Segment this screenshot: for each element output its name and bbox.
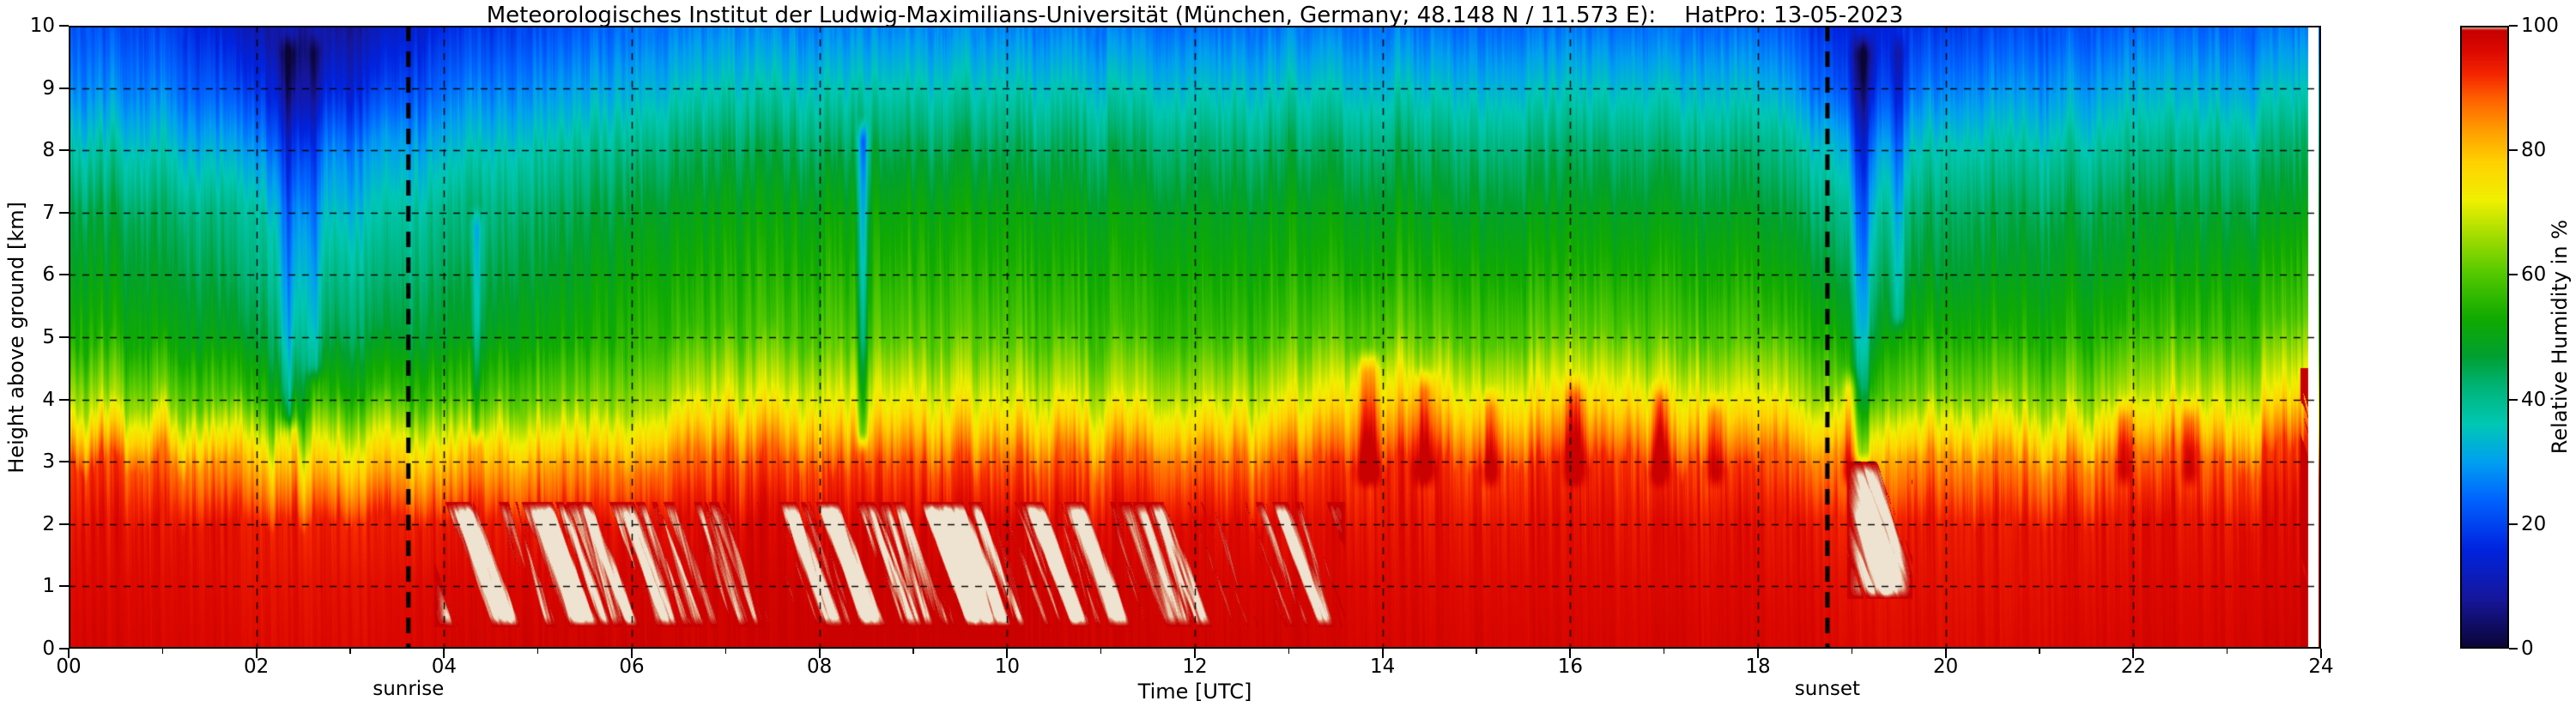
- x-tick-label: 12: [1182, 656, 1208, 678]
- colorbar-tick-label: 40: [2521, 388, 2547, 411]
- colorbar-tick-label: 0: [2521, 638, 2534, 660]
- colorbar-tick-label: 80: [2521, 139, 2547, 162]
- y-tick-mark: [59, 25, 69, 27]
- x-minor-tick-mark: [1100, 649, 1102, 654]
- x-tick-mark: [1569, 649, 1572, 658]
- y-tick-label: 3: [42, 450, 55, 474]
- x-tick-mark: [2320, 649, 2322, 658]
- y-tick-mark: [59, 461, 69, 463]
- x-tick-label: 08: [807, 656, 833, 678]
- heatmap-canvas: [69, 26, 2321, 649]
- x-minor-tick-mark: [161, 649, 164, 654]
- x-tick-label: 22: [2120, 656, 2146, 678]
- colorbar-tick-mark: [2509, 274, 2518, 276]
- sunset-label: sunset: [1794, 678, 1861, 700]
- x-tick-label: 00: [56, 656, 82, 678]
- x-tick-mark: [443, 649, 445, 658]
- y-tick-mark: [59, 274, 69, 276]
- y-tick-label: 8: [42, 139, 55, 162]
- y-tick-mark: [59, 398, 69, 401]
- y-tick-label: 6: [42, 263, 55, 287]
- sunrise-label: sunrise: [373, 678, 445, 700]
- x-tick-mark: [1006, 649, 1009, 658]
- y-tick-label: 2: [42, 512, 55, 535]
- x-minor-tick-mark: [724, 649, 727, 654]
- y-tick-label: 0: [42, 638, 55, 660]
- colorbar-tick-mark: [2509, 523, 2518, 525]
- x-tick-mark: [1944, 649, 1947, 658]
- x-tick-mark: [818, 649, 821, 658]
- x-tick-mark: [1194, 649, 1196, 658]
- colorbar-label-wrap: Relative Humidity in %: [2546, 26, 2573, 649]
- colorbar-label: Relative Humidity in %: [2548, 220, 2572, 455]
- x-minor-tick-mark: [349, 649, 351, 654]
- y-tick-mark: [59, 523, 69, 525]
- x-tick-label: 18: [1745, 656, 1771, 678]
- x-tick-label: 10: [994, 656, 1020, 678]
- colorbar-tick-label: 60: [2521, 263, 2547, 287]
- y-tick-label: 1: [42, 575, 55, 598]
- x-tick-mark: [631, 649, 633, 658]
- x-minor-tick-mark: [912, 649, 914, 654]
- x-tick-label: 02: [244, 656, 270, 678]
- y-tick-label: 10: [29, 15, 55, 37]
- chart-title: Meteorologisches Institut der Ludwig-Max…: [486, 3, 1904, 28]
- x-tick-label: 24: [2308, 656, 2334, 678]
- x-tick-mark: [255, 649, 258, 658]
- x-minor-tick-mark: [1288, 649, 1290, 654]
- y-tick-mark: [59, 211, 69, 214]
- x-tick-label: 06: [619, 656, 645, 678]
- y-tick-label: 5: [42, 326, 55, 348]
- x-axis-label: Time [UTC]: [1137, 680, 1252, 704]
- y-tick-mark: [59, 648, 69, 650]
- colorbar-tick-mark: [2509, 398, 2518, 401]
- y-tick-mark: [59, 585, 69, 588]
- x-tick-mark: [1381, 649, 1384, 658]
- x-minor-tick-mark: [536, 649, 539, 654]
- x-tick-mark: [2132, 649, 2135, 658]
- colorbar-tick-mark: [2509, 149, 2518, 152]
- x-tick-label: 20: [1933, 656, 1959, 678]
- x-tick-label: 14: [1370, 656, 1396, 678]
- colorbar-tick-mark: [2509, 648, 2518, 650]
- y-tick-mark: [59, 336, 69, 338]
- x-tick-mark: [68, 649, 70, 658]
- y-tick-mark: [59, 87, 69, 89]
- y-tick-label: 4: [42, 388, 55, 411]
- colorbar-tick-mark: [2509, 25, 2518, 27]
- y-tick-label: 9: [42, 76, 55, 100]
- colorbar-tick-label: 20: [2521, 512, 2547, 535]
- x-tick-mark: [1757, 649, 1759, 658]
- x-minor-tick-mark: [2039, 649, 2040, 654]
- x-tick-label: 16: [1557, 656, 1583, 678]
- x-tick-label: 04: [431, 656, 457, 678]
- y-tick-label: 7: [42, 201, 55, 224]
- colorbar-canvas: [2460, 26, 2509, 649]
- colorbar-tick-label: 100: [2521, 15, 2559, 37]
- y-tick-mark: [59, 149, 69, 152]
